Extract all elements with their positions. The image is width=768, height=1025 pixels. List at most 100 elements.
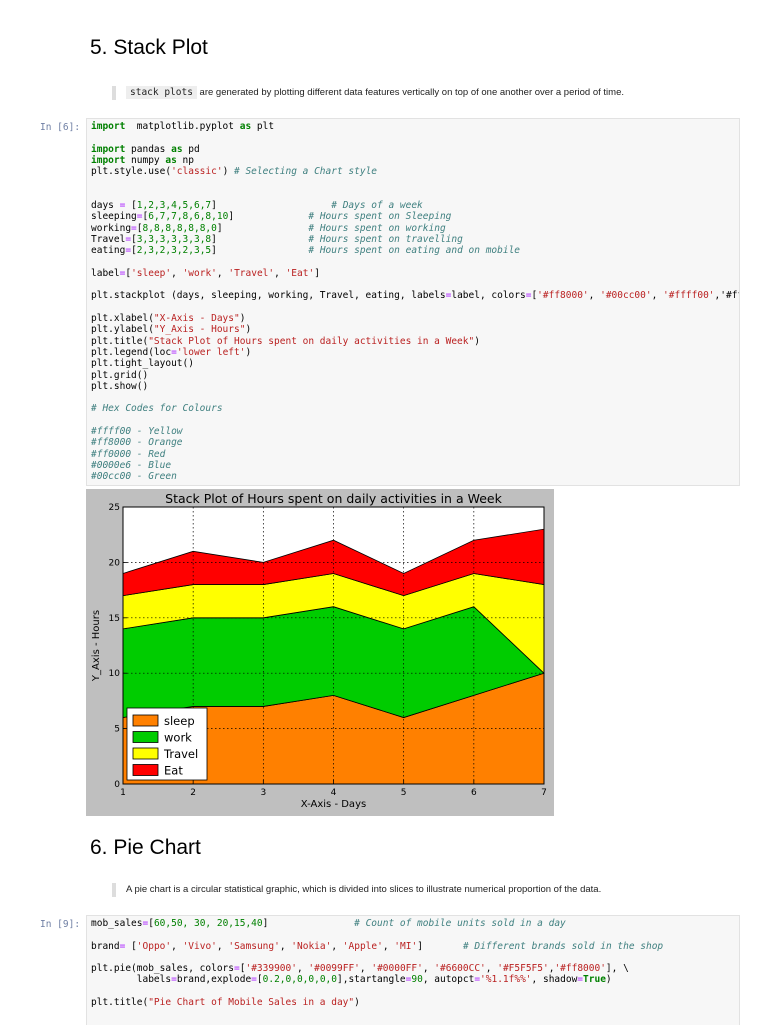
code-token: np (176, 154, 194, 166)
code-token: "Y_Axis - Hours" (153, 324, 246, 336)
code-token: # Count of mobile units sold in a day (354, 918, 566, 929)
y-tick-label: 10 (109, 669, 121, 679)
code-token: , shadow (531, 974, 578, 986)
code-content[interactable]: mob_sales = [60,50, 30, 20,15,40] # Count … (87, 916, 739, 1010)
code-token: ] (216, 222, 309, 234)
legend-label-eat: Eat (164, 764, 183, 778)
code-token: , (171, 940, 183, 952)
code-token: , (422, 963, 435, 975)
code-token: # Hours spent on Sleeping (308, 211, 452, 223)
code-token: 90 (411, 974, 423, 986)
code-token: 'Travel' (228, 267, 275, 279)
code-token: # Hex Codes for Colours (91, 403, 223, 415)
code-token: "Stack Plot of Hours spent on daily acti… (148, 335, 475, 347)
code-token: ] (417, 940, 463, 952)
code-token: , (216, 940, 229, 952)
code-token: label (91, 267, 120, 279)
code-token: True (583, 974, 606, 986)
code-token: 1,2,3,4,5,6,7 (136, 200, 212, 212)
input-prompt: In [9]: (40, 919, 81, 930)
code-token: # Hours spent on working (308, 222, 446, 234)
code-token: 'Eat' (285, 267, 315, 279)
legend-label-sleep: sleep (164, 714, 195, 728)
legend-label-work: work (164, 731, 192, 745)
code-token: plt (251, 121, 275, 132)
code-token: 'Samsung' (228, 940, 280, 952)
y-tick-label: 20 (109, 558, 121, 568)
code-token: pandas (125, 143, 172, 155)
code-token: [ (256, 974, 263, 986)
code-content[interactable]: import matplotlib.pyplot as plt import p… (87, 119, 739, 485)
code-token: , (382, 940, 395, 952)
code-token: '#339900' (245, 963, 297, 975)
code-token: ) (239, 313, 246, 325)
code-token: = (119, 940, 126, 952)
code-token: '#ffff00' (663, 290, 715, 302)
code-token: #0000e6 - Blue (91, 459, 172, 471)
section-heading-pie-chart: 6. Pie Chart (90, 836, 201, 859)
x-tick-label: 5 (401, 788, 407, 798)
y-tick-label: 5 (114, 725, 120, 735)
code-token: '#0000FF' (371, 963, 423, 975)
stack-plot-chart: 1 2 3 4 5 6 7 0 5 10 15 20 25 Stack Plot of Hours spe… (91, 491, 547, 810)
code-token: 'classic' (171, 166, 223, 178)
code-token: plt.title( (91, 335, 149, 347)
code-token: import (91, 143, 126, 155)
code-token: , (485, 963, 498, 975)
code-cell-pie-chart[interactable]: mob_sales = [60,50, 30, 20,15,40] # Count … (86, 915, 740, 1025)
y-tick-label: 15 (109, 614, 120, 624)
blockquote-text: A pie chart is a circular statistical gr… (126, 884, 602, 895)
code-token: , (548, 963, 555, 975)
blockquote-text: are generated by plotting different data… (196, 87, 624, 98)
code-token: working (91, 222, 132, 234)
y-tick-label: 0 (114, 780, 120, 790)
code-token: plt.stackplot (days, sleeping, working, … (91, 290, 446, 302)
code-token: plt.ylabel( (91, 324, 154, 336)
code-token: labels (91, 974, 172, 986)
code-token: [ (148, 918, 154, 929)
code-token: , (216, 267, 229, 279)
code-token: ] (211, 233, 309, 245)
code-token: [ (131, 245, 137, 257)
code-token: 'work' (182, 267, 217, 279)
code-token: [ (239, 963, 246, 975)
code-token: ) (354, 997, 360, 1009)
legend-swatch-work (132, 731, 159, 743)
code-token: ] (314, 267, 320, 279)
code-token: [ (125, 267, 132, 279)
code-token: , (296, 963, 309, 975)
y-axis-label: Y_Axis - Hours (91, 610, 102, 682)
x-tick-label: 6 (471, 788, 477, 798)
input-prompt: In [6]: (40, 122, 81, 133)
code-token: = (125, 245, 132, 257)
code-cell-stack-plot[interactable]: import matplotlib.pyplot as plt import p… (86, 118, 740, 486)
code-token: Travel (91, 233, 126, 245)
code-token: 0.2,0,0,0,0,0 (262, 974, 337, 986)
code-token: , (651, 290, 664, 302)
code-token: 'MI' (394, 940, 418, 952)
x-tick-label: 3 (260, 788, 266, 798)
code-token: = (125, 233, 132, 245)
code-token: 'sleep' (131, 267, 172, 279)
code-token: mob_sales (91, 918, 143, 929)
x-tick-label: 1 (120, 788, 126, 798)
code-token: 'Oppo' (136, 940, 172, 952)
code-token: , (588, 290, 601, 302)
section-heading-stack-plot: 5. Stack Plot (90, 36, 208, 59)
code-token: = (119, 200, 126, 212)
code-token: = (577, 974, 584, 986)
code-token: matplotlib.pyplot (125, 121, 240, 132)
x-tick-label: 7 (541, 788, 547, 798)
code-token: 3,3,3,3,3,3,8 (136, 233, 212, 245)
code-token: plt.tight_layout() (91, 358, 194, 370)
code-token: = (405, 974, 412, 986)
code-token: brand (91, 940, 120, 952)
y-tick-label: 25 (109, 503, 120, 513)
code-token: ] (211, 200, 332, 212)
code-token: ) (605, 974, 612, 986)
code-token: , (274, 267, 286, 279)
code-token: 60,50, 30, 20,15,40 (153, 918, 263, 929)
x-axis-label: X-Axis - Days (301, 799, 366, 810)
code-token: numpy (125, 154, 166, 166)
code-token: = (525, 290, 532, 302)
